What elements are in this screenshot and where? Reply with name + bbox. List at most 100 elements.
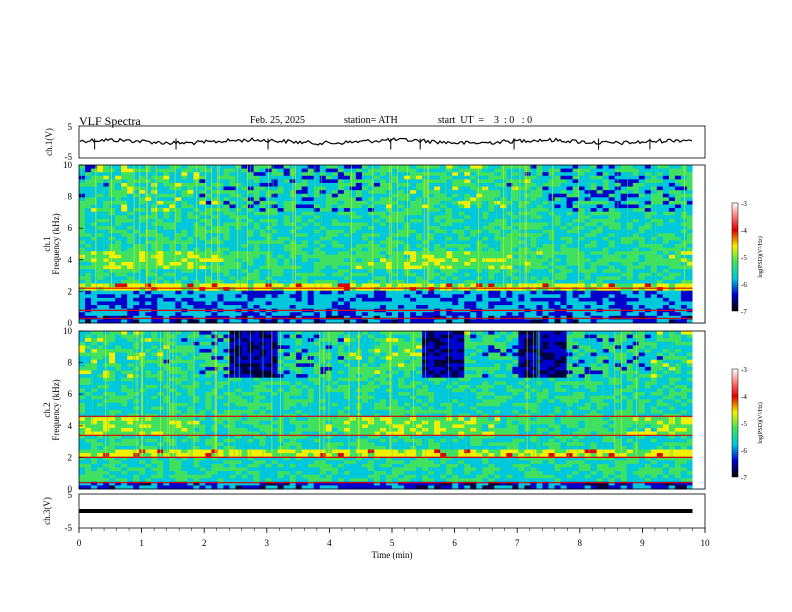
spec-cell: [307, 182, 315, 187]
spec-cell: [145, 175, 152, 180]
spec-cell: [343, 218, 351, 223]
spec-cell: [638, 211, 646, 216]
spec-cell: [211, 269, 218, 274]
spec-cell: [235, 211, 242, 216]
spec-cell: [590, 197, 598, 202]
spec-cell: [79, 435, 86, 440]
spec-cell: [211, 244, 218, 248]
spec-cell: [644, 244, 652, 248]
spec-cell: [488, 204, 495, 209]
spec-cell: [361, 269, 369, 274]
spec-cell: [325, 193, 333, 198]
spec-cell: [121, 186, 128, 191]
spec-cell: [157, 261, 164, 266]
spec-cell: [109, 211, 116, 216]
spec-cell: [476, 301, 483, 306]
spec-cell: [373, 211, 381, 216]
spec-cell: [602, 276, 610, 281]
spec-cell: [644, 319, 652, 324]
spec-cell: [127, 172, 134, 177]
spec-cell: [235, 215, 242, 220]
spec-cell: [115, 305, 122, 310]
spec-cell: [476, 251, 483, 256]
spec-cell: [385, 244, 393, 248]
spec-cell: [398, 193, 405, 198]
spec-cell: [422, 258, 429, 263]
spec-cell: [686, 261, 694, 266]
spec-cell: [163, 276, 170, 281]
spec-cell: [313, 215, 321, 220]
spec-cell: [398, 269, 405, 274]
spec-cell: [343, 211, 351, 216]
spec-cell: [379, 247, 387, 252]
spec-cell: [229, 269, 236, 274]
spec-cell: [428, 236, 435, 241]
spec-cell: [181, 279, 188, 284]
spec-cell: [97, 345, 104, 350]
spec-cell: [349, 265, 357, 270]
spec-cell: [139, 279, 146, 284]
spec-cell: [187, 247, 194, 252]
spec-cell: [686, 175, 694, 180]
spec-cell: [331, 272, 339, 277]
spec-cell: [313, 229, 321, 234]
spec-cell: [223, 190, 230, 195]
spec-cell: [644, 272, 652, 277]
spec-cell: [512, 186, 519, 191]
spec-cell: [434, 197, 441, 202]
spec-cell: [217, 236, 224, 241]
spec-cell: [241, 168, 248, 173]
spec-cell: [560, 215, 567, 220]
spec-cell: [337, 190, 345, 195]
spec-cell: [626, 294, 634, 299]
spec-cell: [656, 283, 664, 288]
spec-cell: [626, 319, 634, 324]
spec-cell: [349, 279, 357, 284]
spec-cell: [536, 179, 543, 184]
spec-cell: [379, 222, 387, 227]
spec-cell: [458, 182, 465, 187]
spec-cell: [584, 165, 592, 169]
spec-cell: [109, 363, 116, 368]
spec-cell: [506, 233, 513, 238]
spec-cell: [398, 186, 405, 191]
spec-cell: [410, 226, 417, 231]
spec-cell: [109, 356, 116, 361]
spec-cell: [97, 218, 104, 223]
spec-cell: [446, 211, 453, 216]
spec-cell: [223, 236, 230, 241]
spec-cell: [139, 240, 146, 245]
spec-cell: [590, 204, 598, 209]
spec-cell: [668, 204, 676, 209]
spec-cell: [452, 204, 459, 209]
spec-cell: [476, 283, 483, 288]
spec-cell: [536, 251, 543, 256]
spec-cell: [283, 294, 291, 299]
spec-cell: [560, 290, 567, 295]
spec-cell: [295, 218, 303, 223]
spec-cell: [398, 258, 405, 263]
spec-cell: [115, 431, 122, 436]
spec-cell: [247, 182, 254, 187]
spec-cell: [241, 269, 248, 274]
spec-cell: [85, 366, 92, 371]
spec-cell: [548, 182, 555, 187]
spec-cell: [548, 265, 555, 270]
spec-cell: [620, 301, 628, 306]
spec-cell: [97, 240, 104, 245]
spec-cell: [277, 301, 285, 306]
spec-cell: [524, 251, 531, 256]
spec-cell: [548, 247, 555, 252]
spec-cell: [434, 297, 441, 302]
spec-cell: [127, 272, 134, 277]
spec-cell: [464, 290, 471, 295]
spec-cell: [476, 261, 483, 266]
spec-cell: [139, 179, 146, 184]
spec-cell: [343, 319, 351, 324]
spec-cell: [157, 247, 164, 252]
spec-cell: [416, 261, 423, 266]
spec-cell: [530, 279, 537, 284]
spec-cell: [199, 175, 206, 180]
spec-cell: [596, 168, 604, 173]
spec-cell: [518, 179, 525, 184]
